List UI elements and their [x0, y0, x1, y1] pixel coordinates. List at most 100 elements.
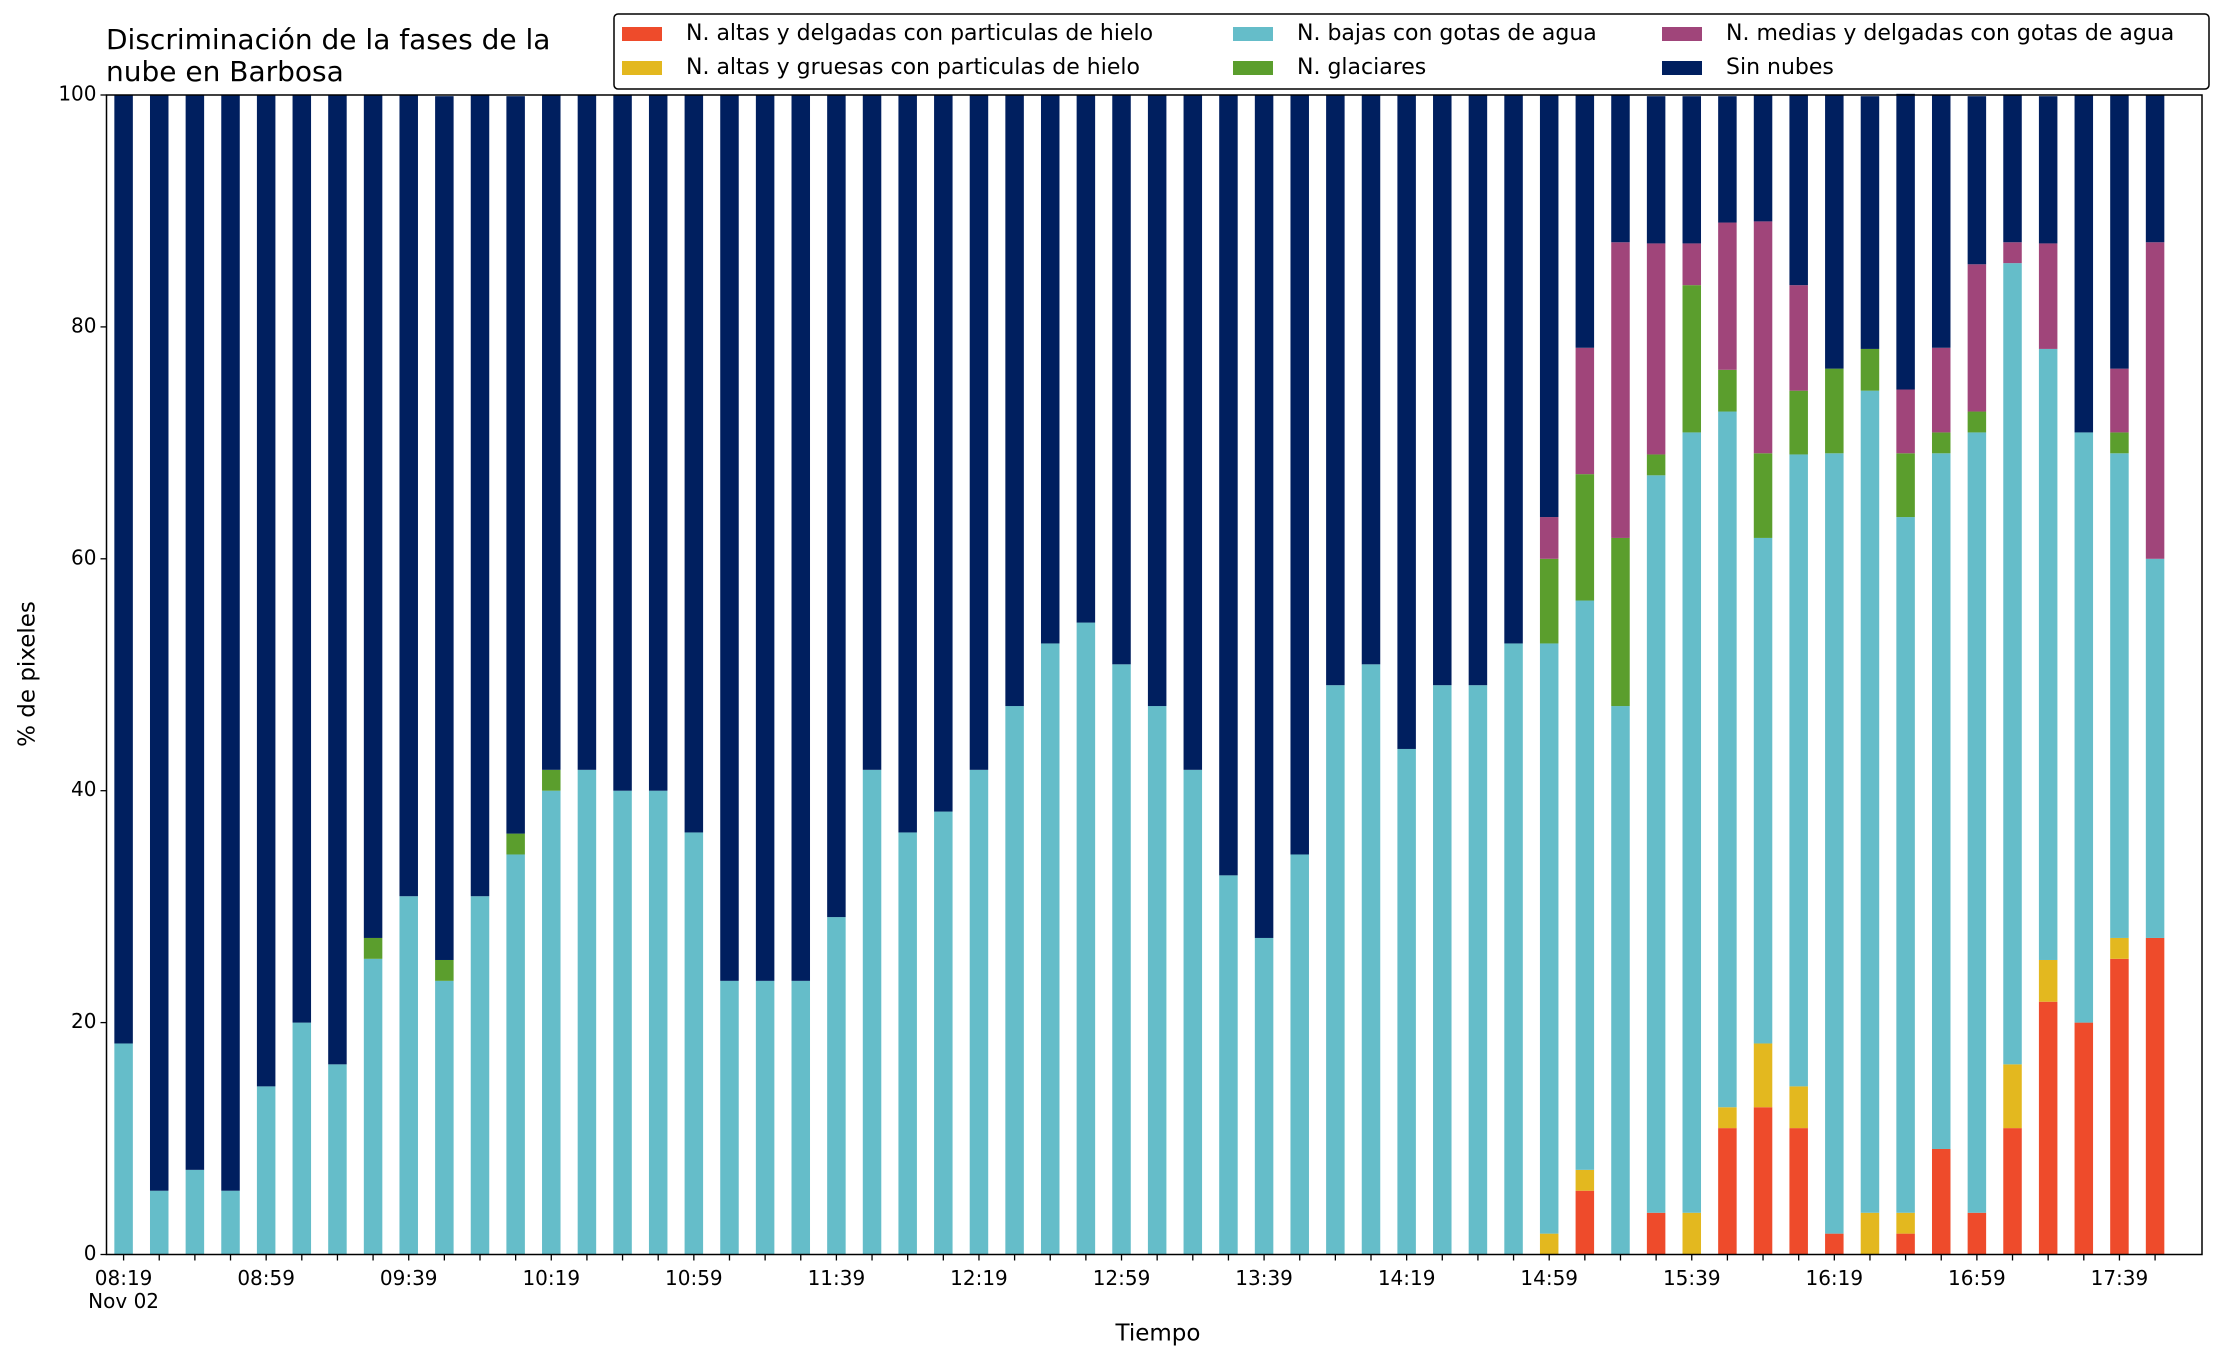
bar-segment — [1290, 95, 1309, 855]
x-tick-label: 14:59 — [1520, 1266, 1578, 1290]
bar-segment — [2110, 95, 2129, 369]
bar-segment — [1825, 368, 1844, 454]
bar-segment — [1682, 243, 1702, 286]
bar-segment — [1646, 243, 1666, 455]
bar-segment — [1005, 95, 1024, 707]
bar-segment — [1611, 706, 1630, 1255]
bar-segment — [2038, 96, 2058, 244]
bar-segment — [1896, 517, 1915, 1213]
bar-segment — [1896, 1233, 1915, 1255]
x-tick-label: 10:59 — [665, 1266, 723, 1290]
bar-segment — [185, 95, 205, 1170]
y-tick-label: 100 — [58, 82, 96, 106]
bar-segment — [791, 95, 811, 981]
bar-segment — [1967, 432, 1987, 1213]
bar-segment — [1504, 95, 1523, 644]
bar-segment — [1112, 95, 1131, 665]
x-tick-label: 12:19 — [950, 1266, 1008, 1290]
x-tick-label: 12:59 — [1093, 1266, 1151, 1290]
bar-segment — [1076, 622, 1096, 1255]
bar-segment — [1433, 685, 1452, 1255]
bar-segment — [1112, 664, 1131, 1255]
bar-segment — [2074, 1022, 2094, 1255]
y-tick-label: 40 — [71, 777, 96, 801]
bar-segment — [1361, 664, 1381, 1255]
legend-swatch — [1233, 27, 1273, 41]
bar-segment — [363, 937, 383, 959]
bar-segment — [1468, 95, 1488, 686]
bar-segment — [2110, 453, 2129, 938]
bar-segment — [1860, 1212, 1880, 1255]
bar-segment — [1575, 1169, 1595, 1191]
legend-swatch — [1662, 61, 1702, 75]
bar-segment — [898, 832, 917, 1255]
bar-segment — [542, 790, 561, 1255]
bar-segment — [1147, 706, 1167, 1255]
legend: N. altas y delgadas con particulas de hi… — [613, 13, 2210, 90]
x-tick-label: 17:39 — [2091, 1266, 2149, 1290]
bar-segment — [2110, 958, 2129, 1255]
bar-segment — [1789, 390, 1808, 455]
bar-segment — [1504, 643, 1523, 1255]
bar-segment — [399, 896, 418, 1255]
bar-segment — [2038, 959, 2058, 1002]
bar-segment — [221, 1190, 240, 1255]
bar-segment — [2003, 95, 2022, 243]
bar-segment — [898, 95, 917, 833]
bar-segment — [1753, 1043, 1773, 1108]
bar-segment — [1539, 643, 1559, 1234]
bar-segment — [1931, 453, 1951, 1149]
bar-segment — [470, 896, 490, 1255]
bar-segment — [2003, 242, 2022, 264]
axes-frame — [105, 94, 2203, 1256]
bar-segment — [1646, 96, 1666, 244]
legend-label: Sin nubes — [1726, 55, 1834, 80]
x-tick-label: 16:19 — [1805, 1266, 1863, 1290]
bar-segment — [399, 95, 418, 897]
bar-segment — [2110, 937, 2129, 959]
bar-segment — [1682, 285, 1702, 433]
bar-segment — [2145, 95, 2165, 243]
bar-segment — [1753, 453, 1773, 538]
bar-segment — [1825, 1233, 1844, 1255]
y-axis-label: % de pixeles — [15, 601, 41, 747]
bar-segment — [1183, 95, 1203, 770]
bar-segment — [827, 917, 846, 1255]
legend-label: N. bajas con gotas de agua — [1297, 21, 1597, 46]
x-tick-label: 08:59 — [237, 1266, 295, 1290]
chart-title: nube en Barbosa — [106, 55, 344, 88]
bar-segment — [2110, 368, 2129, 433]
legend-swatch — [622, 27, 662, 41]
bar-segment — [1967, 264, 1987, 412]
bar-segment — [1789, 95, 1808, 286]
legend-swatch — [1662, 27, 1702, 41]
bar-segment — [1254, 937, 1274, 1255]
bar-segment — [363, 958, 383, 1255]
bar-segment — [1433, 95, 1452, 686]
bar-segment — [1682, 1212, 1702, 1255]
legend-box — [613, 13, 2210, 90]
bar-segment — [1860, 390, 1880, 1213]
x-tick-label: 16:59 — [1948, 1266, 2006, 1290]
bar-segment — [1646, 475, 1666, 1213]
bar-segment — [1682, 96, 1702, 244]
bar-segment — [1290, 854, 1309, 1255]
bar-segment — [1718, 222, 1737, 370]
bar-segment — [1753, 1107, 1773, 1255]
bar-segment — [1718, 96, 1737, 223]
bar-segment — [1753, 95, 1773, 222]
bar-segment — [613, 790, 632, 1255]
x-tick-label: 14:19 — [1378, 1266, 1436, 1290]
bar-segment — [1076, 95, 1096, 623]
bar-segment — [1718, 369, 1737, 412]
bar-segment — [363, 95, 383, 938]
bar-segment — [791, 980, 811, 1255]
bar-segment — [1967, 1212, 1987, 1255]
plot-area: 0 20 40 60 80 100 08:19 08:59 09:39 10:19 10:59 11:… — [58, 82, 2165, 1313]
legend-label: N. altas y gruesas con particulas de hie… — [686, 55, 1140, 80]
bar-segment — [1361, 95, 1381, 665]
y-tick-label: 20 — [71, 1009, 96, 1033]
bar-segment — [2145, 558, 2165, 938]
y-tick-label: 80 — [71, 313, 96, 337]
